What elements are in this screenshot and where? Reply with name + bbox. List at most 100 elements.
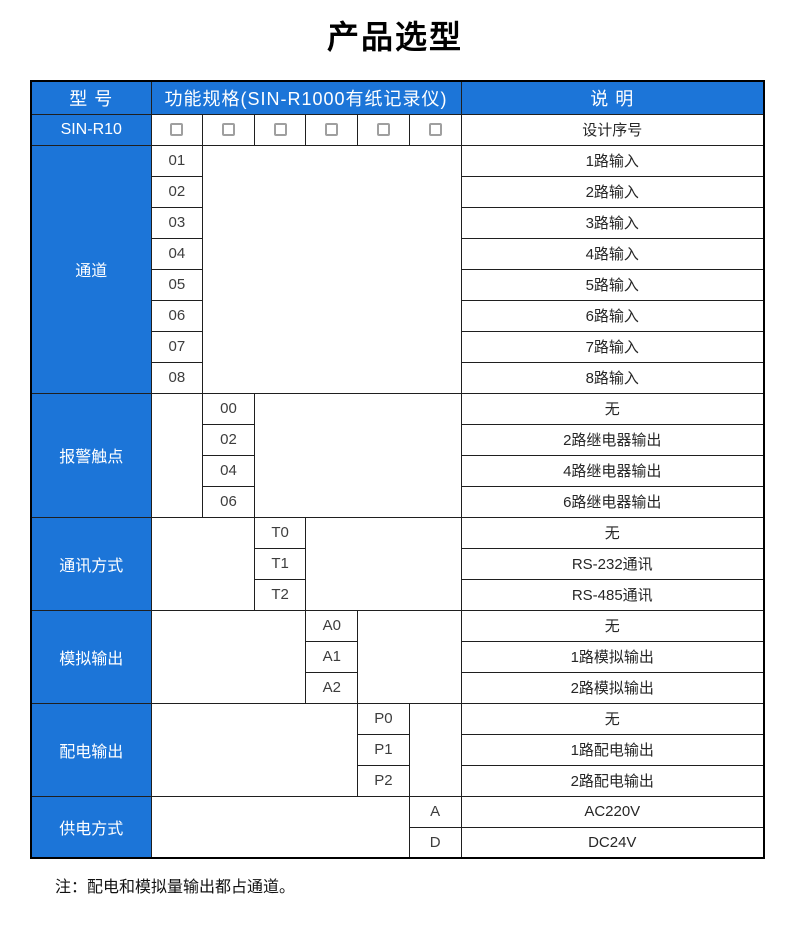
footnote: 注：配电和模拟量输出都占通道。	[55, 879, 296, 896]
table-row: 05 5路输入	[31, 268, 765, 301]
option-code-cell: 02	[202, 423, 255, 456]
option-desc-cell: 无	[460, 392, 765, 425]
table-row: 08 8路输入	[31, 361, 765, 394]
spacer-cell	[357, 609, 462, 704]
header-desc: 说 明	[460, 80, 765, 115]
option-desc-cell: 无	[460, 609, 765, 642]
table-row: 07 7路输入	[31, 330, 765, 363]
table-row: 04 4路输入	[31, 237, 765, 270]
option-desc-cell: 2路配电输出	[460, 764, 765, 797]
checkbox-icon[interactable]	[170, 122, 184, 136]
section-label-communication: 通讯方式	[30, 516, 152, 611]
option-desc-cell: 6路输入	[460, 299, 765, 332]
option-code-cell: 04	[150, 237, 204, 270]
option-code-cell: D	[408, 826, 462, 859]
option-code-cell: T2	[253, 578, 307, 611]
spacer-cell	[150, 795, 410, 859]
option-code-cell: 03	[150, 206, 204, 239]
checkbox-cell	[202, 113, 255, 146]
option-code-cell: 05	[150, 268, 204, 301]
option-desc-cell: 无	[460, 516, 765, 549]
table-row: 03 3路输入	[31, 206, 765, 239]
spacer-cell	[150, 609, 307, 704]
option-code-cell: P0	[357, 702, 410, 735]
section-label-alarm-contacts: 报警触点	[30, 392, 152, 518]
checkbox-icon[interactable]	[273, 122, 287, 136]
spacer-cell	[150, 392, 204, 518]
option-desc-cell: 4路输入	[460, 237, 765, 270]
checkbox-cell	[150, 113, 204, 146]
spacer-cell	[305, 516, 462, 611]
option-code-cell: P1	[357, 733, 410, 766]
option-desc-cell: 5路输入	[460, 268, 765, 301]
option-code-cell: 07	[150, 330, 204, 363]
checkbox-icon[interactable]	[428, 122, 442, 136]
option-desc-cell: RS-232通讯	[460, 547, 765, 580]
table-row: P2 2路配电输出	[31, 764, 765, 797]
checkbox-cell	[357, 113, 410, 146]
table-header-row: 型 号 功能规格(SIN-R1000有纸记录仪) 说 明	[30, 80, 765, 115]
option-desc-cell: 4路继电器输出	[460, 454, 765, 487]
section-label-analog-output: 模拟输出	[30, 609, 152, 704]
option-desc-cell: DC24V	[460, 826, 765, 859]
option-code-cell: 00	[202, 392, 255, 425]
model-desc-cell: 设计序号	[460, 113, 765, 146]
header-spec: 功能规格(SIN-R1000有纸记录仪)	[150, 80, 462, 115]
table-row: P1 1路配电输出	[31, 733, 765, 766]
option-desc-cell: 2路模拟输出	[460, 671, 765, 704]
section-label-channels: 通道	[30, 144, 152, 394]
table-row: 02 2路继电器输出	[31, 423, 765, 456]
option-code-cell: 02	[150, 175, 204, 208]
option-code-cell: A1	[305, 640, 359, 673]
option-code-cell: 08	[150, 361, 204, 394]
option-desc-cell: 1路模拟输出	[460, 640, 765, 673]
option-code-cell: A0	[305, 609, 359, 642]
table-row: 通道 01 1路输入	[30, 144, 765, 394]
product-selection-table: 型 号 功能规格(SIN-R1000有纸记录仪) 说 明 SIN-R10 设计序…	[30, 80, 765, 859]
table-row: 模拟输出 A0 无	[30, 609, 765, 704]
model-name-cell: SIN-R10	[30, 113, 152, 146]
option-desc-cell: 7路输入	[460, 330, 765, 363]
option-code-cell: P2	[357, 764, 410, 797]
option-code-cell: T1	[253, 547, 307, 580]
table-row: A1 1路模拟输出	[31, 640, 765, 673]
table-row: 配电输出 P0 无	[30, 702, 765, 797]
table-row: 报警触点 00 无	[30, 392, 765, 518]
spacer-cell	[202, 144, 462, 394]
option-code-cell: A2	[305, 671, 359, 704]
checkbox-icon[interactable]	[376, 122, 390, 136]
option-desc-cell: 2路继电器输出	[460, 423, 765, 456]
table-row: T2 RS-485通讯	[31, 578, 765, 611]
option-code-cell: 04	[202, 454, 255, 487]
model-row: SIN-R10 设计序号	[30, 113, 765, 146]
table-row: 02 2路输入	[31, 175, 765, 208]
option-desc-cell: 1路配电输出	[460, 733, 765, 766]
option-code-cell: 01	[150, 144, 204, 177]
page-title: 产品选型	[326, 19, 463, 55]
option-code-cell: 06	[150, 299, 204, 332]
option-desc-cell: RS-485通讯	[460, 578, 765, 611]
section-label-power-supply: 供电方式	[30, 795, 152, 859]
checkbox-cell	[305, 113, 359, 146]
spacer-cell	[408, 702, 462, 797]
table-row: 供电方式 A AC220V	[30, 795, 765, 859]
checkbox-icon[interactable]	[221, 122, 235, 136]
option-desc-cell: 2路输入	[460, 175, 765, 208]
table-row: 06 6路继电器输出	[31, 485, 765, 518]
table-row: A2 2路模拟输出	[31, 671, 765, 704]
checkbox-cell	[408, 113, 462, 146]
option-code-cell: T0	[253, 516, 307, 549]
table-row: D DC24V	[31, 826, 765, 859]
table-row: 06 6路输入	[31, 299, 765, 332]
checkbox-cell	[253, 113, 307, 146]
option-code-cell: A	[408, 795, 462, 828]
table-row: 通讯方式 T0 无	[30, 516, 765, 611]
spacer-cell	[150, 516, 255, 611]
spacer-cell	[253, 392, 462, 518]
option-desc-cell: 8路输入	[460, 361, 765, 394]
spacer-cell	[150, 702, 359, 797]
option-desc-cell: AC220V	[460, 795, 765, 828]
option-desc-cell: 6路继电器输出	[460, 485, 765, 518]
checkbox-icon[interactable]	[325, 122, 339, 136]
header-model: 型 号	[30, 80, 152, 115]
